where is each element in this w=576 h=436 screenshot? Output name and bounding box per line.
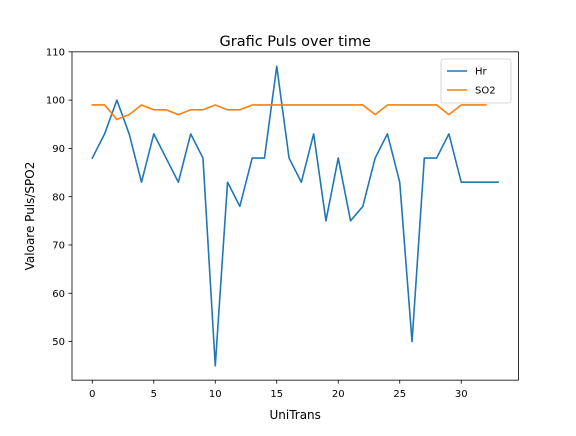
axes: 0 5 10 15 20 25 30 50 60 70 80 90 100 110 — [46, 47, 519, 400]
y-axis-label: Valoare Puls/SPO2 — [23, 162, 37, 271]
x-tick-label: 15 — [270, 389, 283, 400]
plot-area — [91, 65, 499, 367]
y-tick-label: 80 — [52, 192, 65, 203]
series-line-hr — [91, 65, 499, 367]
legend-box — [440, 58, 512, 104]
x-axis-label: UniTrans — [269, 408, 320, 422]
legend: Hr SO2 — [440, 58, 512, 104]
y-tick-label: 50 — [52, 337, 65, 348]
y-tick-label: 60 — [52, 289, 65, 300]
x-tick-label: 5 — [151, 389, 157, 400]
chart-title: Grafic Puls over time — [220, 34, 371, 50]
x-tick-label: 10 — [209, 389, 222, 400]
x-tick-label: 0 — [89, 389, 95, 400]
x-tick-label: 20 — [332, 389, 345, 400]
y-tick-label: 110 — [46, 47, 65, 58]
x-tick-label: 30 — [455, 389, 468, 400]
legend-label-hr: Hr — [475, 67, 488, 78]
y-tick-label: 90 — [52, 144, 65, 155]
y-tick-label: 100 — [46, 96, 65, 107]
axes-frame — [71, 51, 519, 381]
series-line-so2 — [91, 104, 487, 121]
y-tick-label: 70 — [52, 241, 65, 252]
x-tick-label: 25 — [393, 389, 406, 400]
legend-label-so2: SO2 — [475, 86, 496, 97]
